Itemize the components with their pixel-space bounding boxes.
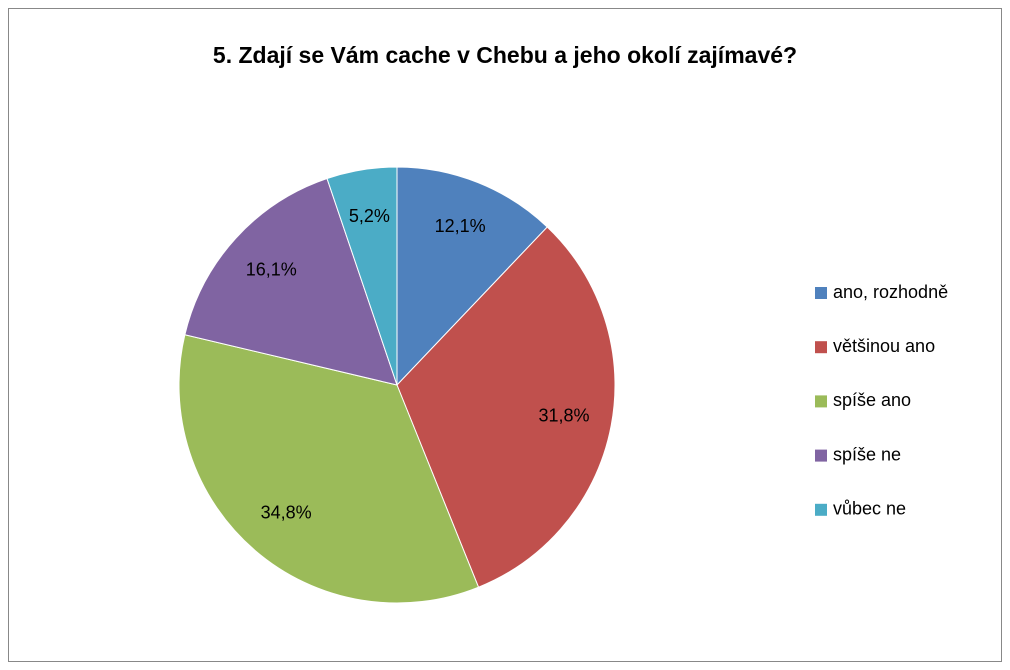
- pie-slice: [184, 177, 398, 386]
- data-label: 16,1%: [246, 259, 297, 279]
- legend-label: spíše ano: [833, 390, 911, 410]
- pie-slice: [178, 334, 480, 604]
- pie-slice: [396, 166, 548, 387]
- chart-title: 5. Zdají se Vám cache v Chebu a jeho oko…: [213, 42, 797, 68]
- legend-swatch: [815, 503, 827, 516]
- data-label: 5,2%: [349, 206, 390, 226]
- legend-swatch: [815, 287, 827, 299]
- legend-label: většinou ano: [833, 336, 935, 356]
- data-label: 12,1%: [435, 216, 486, 236]
- legend-swatch: [815, 449, 827, 462]
- data-label: 31,8%: [539, 406, 590, 426]
- pie-slice: [396, 226, 616, 588]
- pie-slice: [326, 166, 398, 386]
- legend-label: ano, rozhodně: [833, 282, 948, 302]
- legend-label: vůbec ne: [833, 499, 906, 519]
- legend-swatch: [815, 341, 827, 354]
- data-label: 34,8%: [261, 503, 312, 523]
- legend-swatch: [815, 395, 827, 408]
- legend-label: spíše ne: [833, 444, 901, 464]
